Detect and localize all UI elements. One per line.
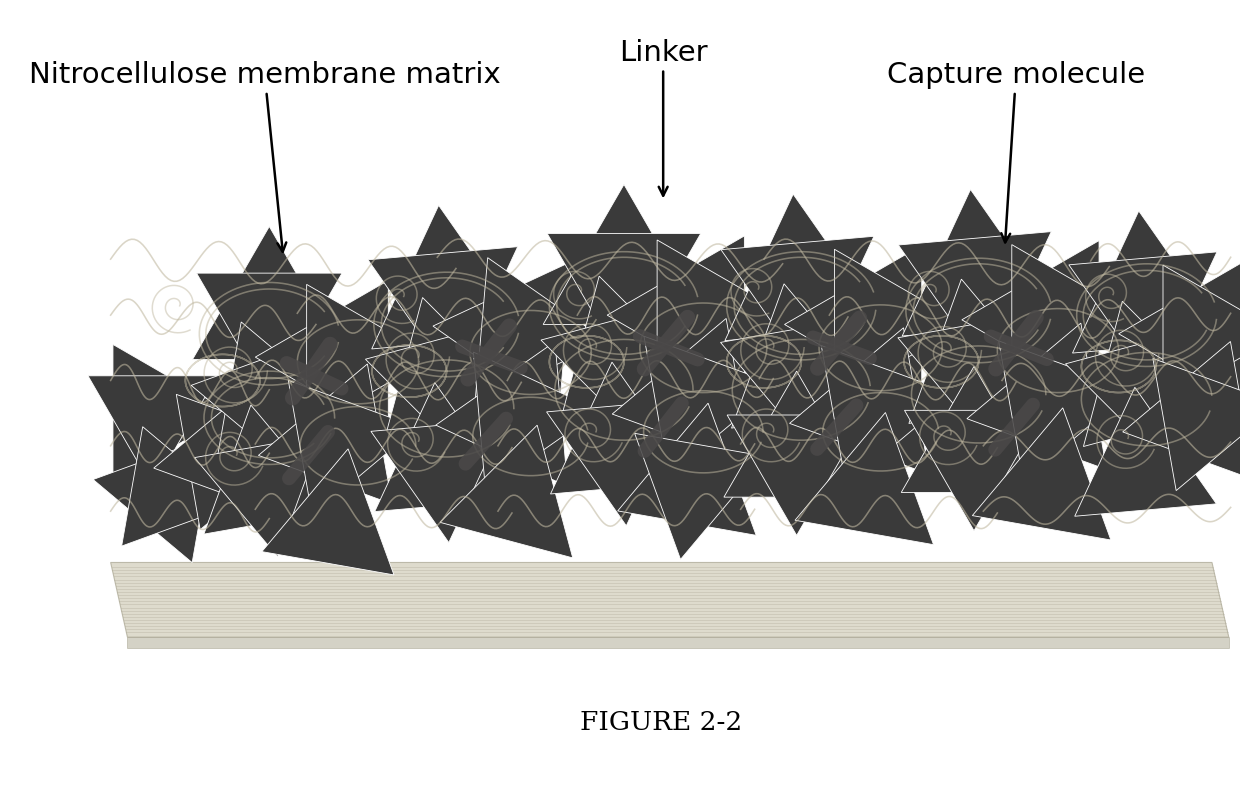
Polygon shape: [657, 241, 787, 391]
Polygon shape: [635, 434, 766, 560]
Polygon shape: [110, 563, 1229, 638]
Polygon shape: [904, 411, 1044, 531]
Polygon shape: [998, 341, 1132, 481]
Polygon shape: [613, 319, 751, 465]
Polygon shape: [724, 372, 869, 498]
Text: Capture molecule: Capture molecule: [887, 61, 1145, 243]
Polygon shape: [258, 365, 392, 504]
Polygon shape: [289, 381, 418, 516]
Polygon shape: [176, 395, 305, 530]
Polygon shape: [374, 383, 516, 512]
Polygon shape: [195, 435, 322, 557]
Polygon shape: [262, 450, 394, 575]
Polygon shape: [901, 367, 1047, 493]
Polygon shape: [541, 303, 682, 443]
Polygon shape: [967, 324, 1106, 470]
Polygon shape: [898, 313, 1042, 450]
Polygon shape: [122, 427, 236, 546]
Polygon shape: [547, 400, 684, 526]
Polygon shape: [903, 190, 1063, 336]
Polygon shape: [197, 274, 342, 400]
Polygon shape: [372, 206, 529, 349]
Polygon shape: [1122, 342, 1240, 480]
Polygon shape: [128, 638, 1229, 649]
Polygon shape: [1084, 302, 1229, 447]
Polygon shape: [543, 185, 704, 325]
Polygon shape: [191, 339, 320, 474]
Polygon shape: [551, 363, 696, 495]
Text: Linker: Linker: [619, 39, 708, 197]
Polygon shape: [1012, 246, 1142, 396]
Polygon shape: [898, 232, 1052, 371]
Polygon shape: [821, 346, 955, 486]
Polygon shape: [93, 436, 215, 563]
Polygon shape: [909, 279, 1060, 424]
Polygon shape: [790, 328, 929, 475]
Polygon shape: [475, 259, 606, 403]
Polygon shape: [962, 241, 1099, 400]
Polygon shape: [371, 420, 506, 543]
Polygon shape: [1065, 328, 1203, 465]
Polygon shape: [217, 323, 350, 463]
Polygon shape: [725, 195, 885, 341]
Polygon shape: [795, 413, 934, 545]
Text: FIGURE 2-2: FIGURE 2-2: [580, 709, 743, 734]
Polygon shape: [192, 227, 346, 360]
Polygon shape: [972, 408, 1111, 540]
Polygon shape: [608, 237, 744, 395]
Polygon shape: [1075, 388, 1216, 516]
Polygon shape: [306, 285, 433, 430]
Polygon shape: [433, 262, 572, 414]
Text: Nitrocellulose membrane matrix: Nitrocellulose membrane matrix: [29, 61, 501, 252]
Polygon shape: [720, 318, 864, 454]
Polygon shape: [440, 426, 573, 558]
Polygon shape: [435, 342, 568, 487]
Polygon shape: [547, 234, 701, 367]
Polygon shape: [366, 323, 503, 460]
Polygon shape: [368, 247, 518, 384]
Polygon shape: [1118, 262, 1240, 407]
Polygon shape: [474, 353, 599, 491]
Polygon shape: [559, 277, 708, 425]
Polygon shape: [732, 284, 883, 429]
Polygon shape: [203, 406, 340, 535]
Polygon shape: [88, 377, 217, 488]
Polygon shape: [644, 336, 777, 477]
Polygon shape: [835, 250, 965, 400]
Polygon shape: [1163, 266, 1240, 403]
Polygon shape: [618, 404, 756, 536]
Polygon shape: [727, 415, 867, 536]
Polygon shape: [720, 237, 874, 376]
Polygon shape: [255, 281, 388, 434]
Polygon shape: [113, 345, 232, 483]
Polygon shape: [384, 298, 528, 442]
Polygon shape: [1153, 359, 1240, 491]
Polygon shape: [154, 385, 275, 512]
Polygon shape: [1073, 212, 1229, 353]
Polygon shape: [1069, 253, 1216, 387]
Polygon shape: [785, 246, 921, 404]
